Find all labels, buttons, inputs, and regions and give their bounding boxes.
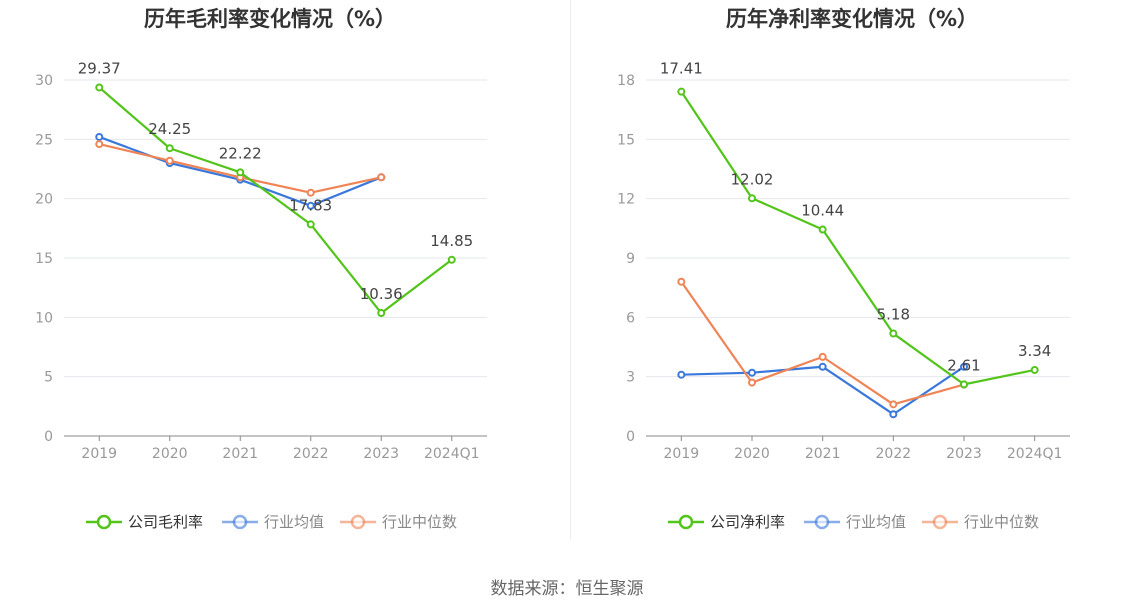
data-point-industry_median — [377, 173, 386, 182]
x-tick-label: 2019 — [664, 446, 700, 462]
data-label: 17.83 — [289, 196, 332, 214]
panel-divider — [570, 0, 571, 540]
data-point-company — [165, 144, 174, 153]
x-tick-label: 2023 — [363, 446, 399, 462]
chart-title: 历年毛利率变化情况（%） — [144, 7, 396, 31]
data-point-company — [95, 83, 104, 92]
data-point-industry_median — [306, 188, 315, 197]
data-label: 5.18 — [877, 306, 910, 324]
y-tick-label: 15 — [35, 251, 53, 267]
legend-label-industry_avg: 行业均值 — [846, 513, 906, 531]
data-point-industry_avg — [889, 410, 898, 419]
data-point-company — [447, 255, 456, 264]
legend-marker-industry_median — [350, 514, 366, 530]
x-tick-label: 2024Q1 — [1007, 446, 1063, 462]
data-point-industry_median — [889, 400, 898, 409]
y-tick-label: 25 — [35, 132, 53, 148]
x-tick-label: 2022 — [876, 446, 912, 462]
x-tick-label: 2020 — [734, 446, 770, 462]
chart-panel-1: 历年毛利率变化情况（%） 0 5 10 15 20 25 30 2019 2020 2021 2022… — [35, 7, 487, 531]
legend-marker-industry_avg — [232, 514, 248, 530]
data-label: 3.34 — [1018, 342, 1051, 360]
y-tick-label: 30 — [35, 73, 53, 89]
legend-marker-industry_avg — [814, 514, 830, 530]
y-tick-label: 3 — [626, 370, 635, 386]
y-tick-label: 0 — [626, 429, 635, 445]
data-point-company — [677, 87, 686, 96]
data-point-company — [236, 168, 245, 177]
series-line-company — [98, 86, 453, 315]
series-line-industry_avg — [681, 365, 965, 416]
chart-title: 历年净利率变化情况（%） — [726, 7, 978, 31]
series-line-company — [680, 91, 1035, 386]
data-point-industry_median — [818, 352, 827, 361]
data-point-industry_avg — [677, 370, 686, 379]
legend-label-company: 公司毛利率 — [128, 513, 203, 531]
x-tick-label: 2021 — [222, 446, 258, 462]
legend-marker-company — [96, 514, 112, 530]
legend-label-industry_median: 行业中位数 — [964, 513, 1039, 531]
x-tick-label: 2023 — [946, 446, 982, 462]
x-tick-label: 2024Q1 — [424, 446, 480, 462]
data-label: 17.41 — [660, 60, 703, 78]
y-tick-label: 10 — [35, 310, 53, 326]
data-point-company — [960, 380, 968, 389]
legend-marker-industry_median — [932, 514, 948, 530]
data-point-industry_avg — [748, 368, 756, 377]
legend-label-industry_avg: 行业均值 — [264, 513, 324, 531]
data-label: 24.25 — [148, 120, 191, 138]
y-tick-label: 6 — [626, 310, 635, 326]
y-tick-label: 18 — [617, 73, 635, 89]
x-tick-label: 2020 — [152, 446, 188, 462]
data-label: 10.44 — [801, 202, 844, 220]
data-point-industry_avg — [95, 132, 104, 141]
y-tick-label: 9 — [626, 251, 635, 267]
series-line-industry_median — [680, 281, 965, 406]
data-point-industry_median — [677, 277, 686, 286]
data-point-company — [889, 329, 898, 338]
y-tick-label: 0 — [44, 429, 53, 445]
data-label: 22.22 — [219, 144, 262, 162]
x-tick-label: 2019 — [81, 446, 117, 462]
data-point-company — [1030, 365, 1039, 374]
data-point-industry_avg — [960, 362, 968, 371]
data-point-industry_median — [748, 378, 756, 387]
y-tick-label: 15 — [617, 132, 635, 148]
data-label: 29.37 — [78, 59, 121, 77]
data-point-industry_avg — [818, 362, 827, 371]
legend-label-company: 公司净利率 — [710, 513, 785, 531]
data-source: 数据来源：恒生聚源 — [490, 579, 644, 599]
legend-marker-company — [678, 514, 694, 530]
data-label: 12.02 — [731, 170, 774, 188]
x-tick-label: 2022 — [293, 446, 329, 462]
data-point-company — [306, 220, 315, 229]
x-tick-label: 2021 — [805, 446, 841, 462]
legend-label-industry_median: 行业中位数 — [382, 513, 457, 531]
data-point-industry_avg — [306, 201, 315, 210]
y-tick-label: 12 — [617, 192, 635, 208]
data-point-industry_median — [95, 140, 104, 149]
data-label: 10.36 — [360, 285, 403, 303]
data-point-company — [818, 225, 827, 234]
data-point-industry_median — [165, 156, 174, 165]
data-point-company — [748, 194, 756, 203]
data-label: 14.85 — [430, 232, 473, 250]
data-point-company — [377, 309, 386, 318]
data-label: 2.61 — [947, 356, 980, 374]
y-tick-label: 5 — [44, 370, 53, 386]
chart-panel-2: 历年净利率变化情况（%） 0 3 6 9 12 15 18 2019 2020 2021 2022 20… — [617, 7, 1070, 531]
y-tick-label: 20 — [35, 192, 53, 208]
